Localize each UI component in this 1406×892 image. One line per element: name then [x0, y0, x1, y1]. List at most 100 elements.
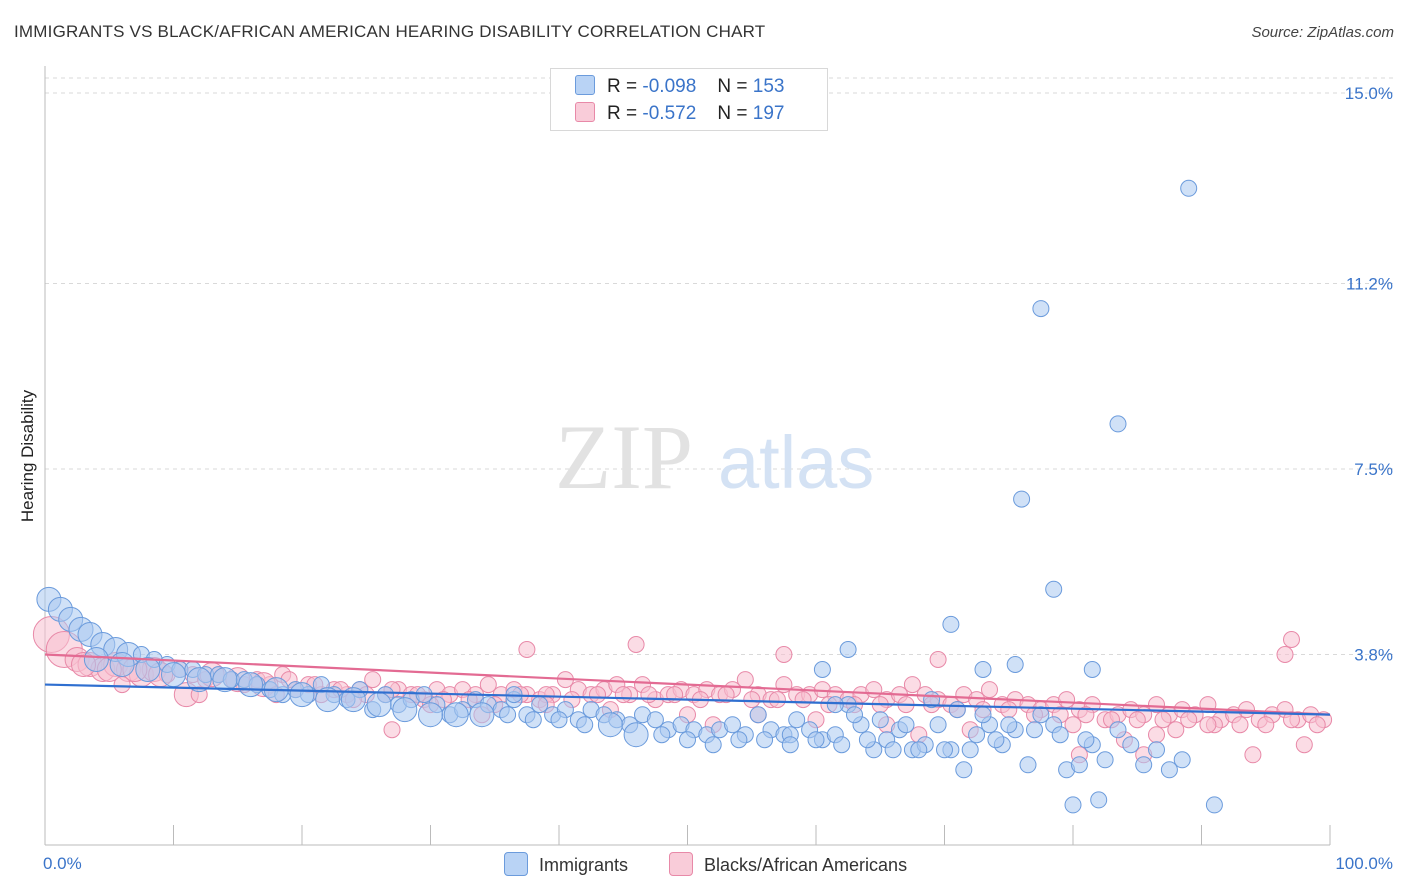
blacks-point [1283, 631, 1300, 648]
trend-lines [44, 653, 1331, 716]
immigrants-point [499, 706, 517, 724]
blacks-point [518, 641, 536, 658]
blacks-point [768, 691, 786, 709]
immigrants-point [161, 662, 186, 688]
immigrants-point [212, 667, 238, 693]
y-tick-label: 15.0% [1345, 84, 1393, 103]
blacks-point [1167, 721, 1185, 739]
legend-swatch-immigrants [575, 75, 595, 95]
immigrants-point [1173, 751, 1191, 769]
blacks-point [865, 681, 883, 699]
blacks-point [1308, 716, 1326, 734]
immigrants-point [704, 736, 722, 754]
immigrants-point [1077, 731, 1095, 749]
immigrants-point [813, 661, 831, 678]
immigrants-point [839, 641, 857, 658]
y-axis-label: Hearing Disability [18, 389, 37, 522]
legend-swatch-blacks [575, 102, 595, 122]
chart-title: IMMIGRANTS VS BLACK/AFRICAN AMERICAN HEA… [14, 22, 766, 41]
immigrants-point [948, 701, 966, 719]
legend-n-value: 153 [752, 76, 785, 97]
immigrants-point [942, 615, 960, 633]
immigrants-point [1109, 415, 1127, 433]
immigrants-point [315, 687, 341, 713]
blacks-point [1180, 711, 1198, 729]
immigrants-point [1000, 716, 1018, 734]
immigrants-point [135, 657, 161, 682]
immigrants-point [1135, 756, 1153, 774]
immigrants-point [974, 706, 992, 724]
immigrants-point [871, 711, 889, 729]
immigrants-point [749, 706, 767, 724]
immigrants-point [597, 712, 623, 738]
immigrants-point [1013, 490, 1031, 508]
immigrants-point [788, 711, 806, 729]
blacks-point [736, 671, 754, 689]
blacks-point [1283, 711, 1300, 729]
immigrants-point [936, 741, 953, 759]
blacks-point [614, 686, 632, 704]
bottom-legend-blacks[interactable]: Blacks/African Americans [669, 852, 907, 876]
immigrants-point [910, 741, 928, 759]
immigrants-point [955, 761, 973, 779]
blacks-point [794, 691, 812, 709]
blacks-point [627, 636, 645, 653]
blacks-point [929, 651, 947, 668]
immigrants-point [807, 731, 825, 749]
immigrants-point [974, 661, 992, 678]
immigrants-point [1006, 656, 1024, 673]
tick-labels: 3.8% 7.5% 11.2% 15.0% 0.0% 100.0% [43, 84, 1393, 873]
immigrants-point [443, 702, 469, 728]
immigrants-point [653, 726, 671, 744]
immigrants-point [679, 731, 696, 749]
x-tick-label-min: 0.0% [43, 854, 82, 873]
blacks-point [981, 681, 998, 699]
immigrants-point [83, 647, 109, 672]
immigrants-point [1160, 761, 1178, 779]
legend-n-value: 197 [752, 103, 785, 124]
trend-line-immigrants [44, 683, 1331, 716]
blacks-point [479, 676, 497, 694]
y-tick-label: 7.5% [1354, 460, 1393, 479]
immigrants-point [366, 692, 392, 718]
blacks-point [1000, 701, 1018, 719]
blacks-point [1148, 696, 1165, 714]
axes [44, 66, 1331, 846]
immigrants-point [897, 716, 915, 734]
immigrants-point [1026, 721, 1043, 739]
blacks-point [1199, 716, 1217, 734]
immigrants-point [646, 711, 664, 729]
legend-r-value: -0.572 [642, 103, 697, 124]
immigrants-point [1090, 791, 1108, 809]
immigrants-point [961, 741, 979, 759]
immigrants-point [987, 731, 1005, 749]
correlation-legend: R = -0.098 N = 153 R = -0.572 N = 197 [550, 68, 828, 131]
blacks-point [589, 686, 606, 704]
immigrants-point [1032, 300, 1050, 318]
immigrants-point [929, 716, 947, 734]
blacks-point [1231, 716, 1249, 734]
immigrants-point [392, 697, 418, 723]
immigrants-point [623, 722, 649, 748]
watermark-atlas: atlas [718, 421, 874, 504]
blacks-point [1148, 726, 1165, 744]
blacks-point [1064, 716, 1082, 734]
bottom-legend-swatch-blacks [669, 852, 693, 876]
immigrants-point [968, 726, 986, 744]
immigrants-point [724, 716, 741, 734]
immigrants-point [418, 702, 443, 728]
immigrants-point [186, 667, 212, 693]
legend-row-blacks: R = -0.572 N = 197 [575, 102, 784, 126]
blacks-point [1295, 736, 1313, 754]
gridlines [45, 77, 1395, 656]
blacks-point [113, 676, 131, 694]
immigrants-point [1070, 756, 1088, 774]
legend-r-value: -0.098 [642, 76, 697, 97]
immigrants-point [1051, 726, 1069, 744]
immigrants-point [1064, 796, 1082, 814]
immigrants-point [531, 696, 549, 714]
blacks-point [383, 721, 401, 739]
bottom-legend-immigrants[interactable]: Immigrants [504, 852, 628, 876]
immigrants-point [524, 711, 542, 729]
blacks-point [1128, 711, 1146, 729]
